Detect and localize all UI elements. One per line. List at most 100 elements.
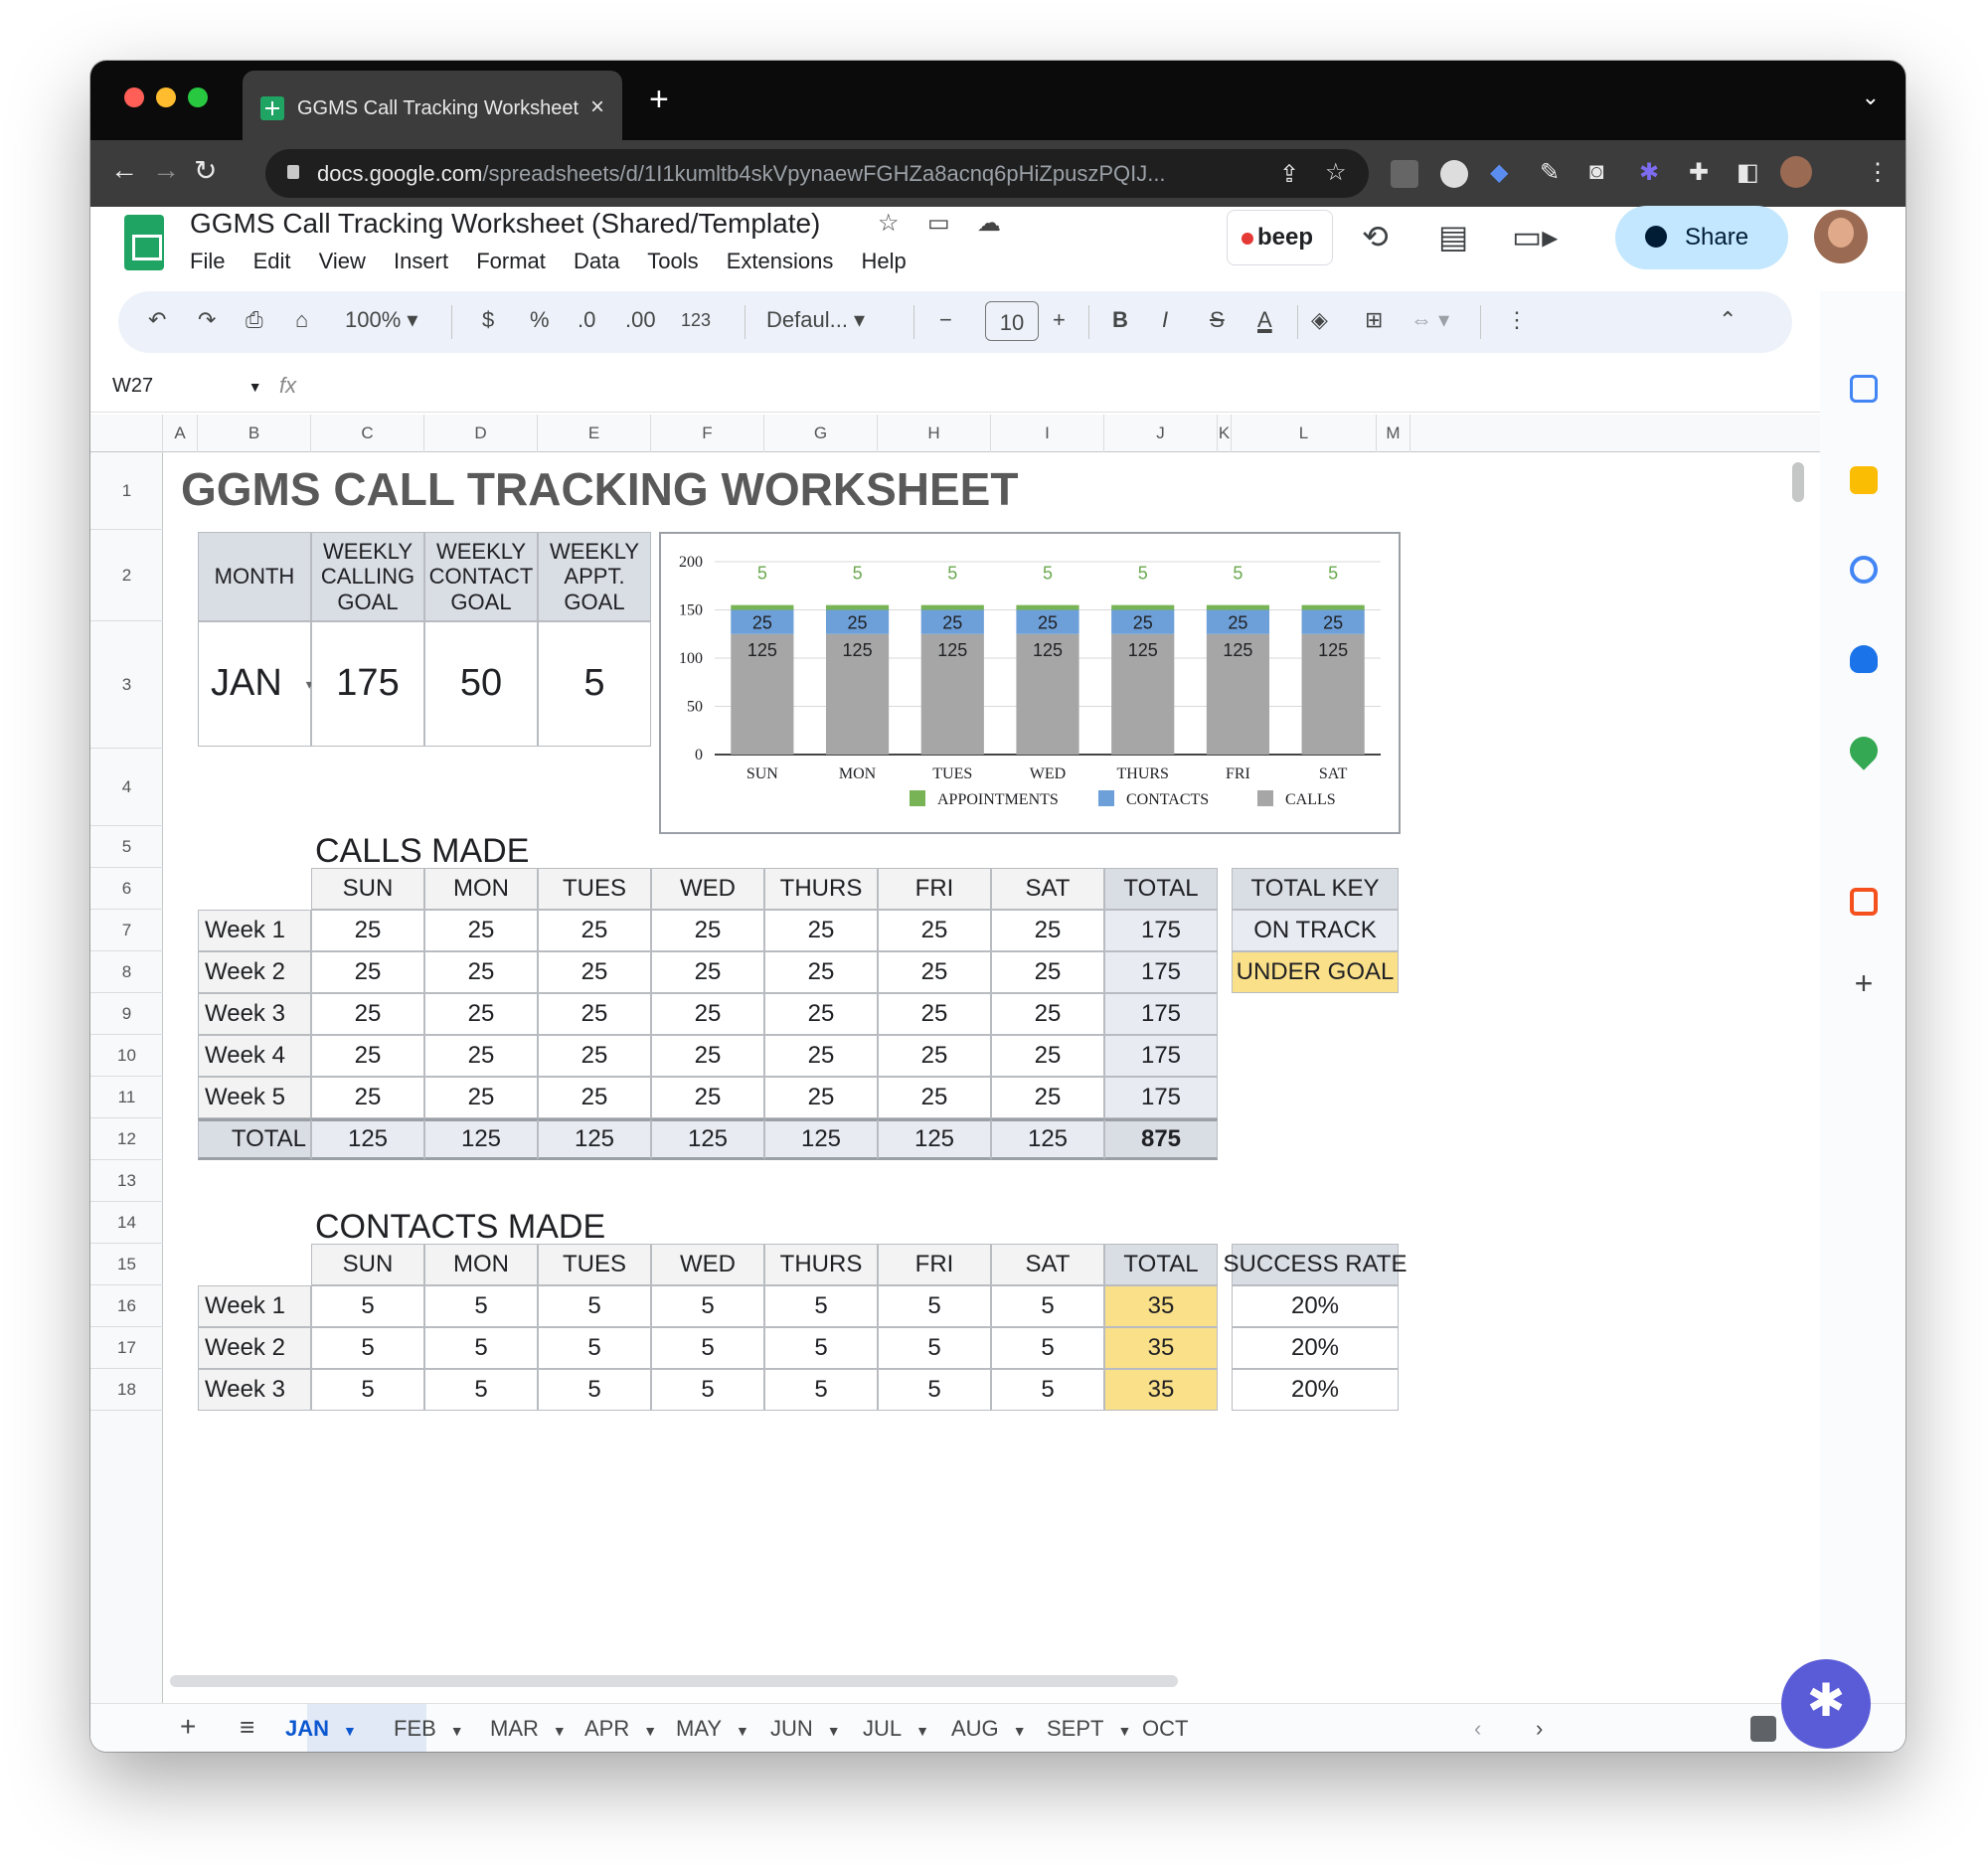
pen-extension-icon[interactable]: ✎ [1540, 159, 1561, 186]
decrease-font-size-button[interactable]: − [939, 307, 952, 332]
beep-button[interactable]: beep [1227, 210, 1333, 265]
add-addon-icon[interactable]: + [1854, 965, 1874, 1001]
row-header-17[interactable]: 17 [90, 1327, 163, 1369]
calls-cell[interactable]: 25 [991, 1077, 1104, 1118]
keep-icon[interactable] [1850, 466, 1878, 494]
row-header-3[interactable]: 3 [90, 621, 163, 749]
version-history-icon[interactable]: ⟲ [1362, 219, 1389, 254]
calls-header-wed[interactable]: WED [651, 868, 764, 910]
calls-header-mon[interactable]: MON [424, 868, 538, 910]
move-folder-icon[interactable]: ▭ [927, 210, 950, 237]
contacts-cell[interactable]: 5 [651, 1327, 764, 1369]
column-header-e[interactable]: E [538, 415, 651, 452]
account-avatar[interactable] [1814, 210, 1868, 263]
calls-day-total[interactable]: 125 [651, 1118, 764, 1160]
increase-decimal-button[interactable]: .00 [625, 307, 656, 332]
row-header-1[interactable]: 1 [90, 452, 163, 530]
bookmark-star-icon[interactable]: ☆ [1325, 159, 1347, 186]
contacts-header-tues[interactable]: TUES [538, 1244, 651, 1285]
goals-header-appt[interactable]: WEEKLY APPT. GOAL [538, 532, 651, 621]
font-family-select[interactable]: Defaul... ▾ [766, 307, 866, 332]
calls-cell[interactable]: 25 [424, 1077, 538, 1118]
calling-goal-value[interactable]: 175 [311, 621, 424, 747]
contacts-week-label[interactable]: Week 3 [198, 1369, 311, 1411]
contacts-cell[interactable]: 5 [538, 1327, 651, 1369]
column-header-g[interactable]: G [764, 415, 878, 452]
contacts-cell[interactable]: 5 [764, 1327, 878, 1369]
calls-cell[interactable]: 25 [424, 951, 538, 993]
sheet-tab-sept[interactable]: SEPT ▼ [1047, 1716, 1131, 1742]
goals-header-calling[interactable]: WEEKLY CALLING GOAL [311, 532, 424, 621]
calls-cell[interactable]: 25 [764, 1077, 878, 1118]
contacts-header-mon[interactable]: MON [424, 1244, 538, 1285]
contacts-cell[interactable]: 5 [991, 1369, 1104, 1411]
contacts-cell[interactable]: 5 [538, 1285, 651, 1327]
row-header-11[interactable]: 11 [90, 1077, 163, 1118]
more-tools-icon[interactable]: ⋮ [1506, 307, 1528, 332]
sheet-tab-feb[interactable]: FEB ▼ [394, 1716, 464, 1742]
contacts-cell[interactable]: 5 [878, 1285, 991, 1327]
success-rate-cell[interactable]: 20% [1232, 1369, 1399, 1411]
column-header-i[interactable]: I [991, 415, 1104, 452]
row-header-13[interactable]: 13 [90, 1160, 163, 1202]
column-header-a[interactable]: A [163, 415, 198, 452]
calls-week-total[interactable]: 175 [1104, 951, 1218, 993]
calls-cell[interactable]: 25 [991, 951, 1104, 993]
back-arrow-icon[interactable]: ← [110, 154, 138, 185]
kebab-menu-icon[interactable]: ⋮ [1866, 159, 1890, 186]
collapse-toolbar-icon[interactable]: ⌃ [1719, 307, 1738, 332]
row-header-9[interactable]: 9 [90, 993, 163, 1035]
calls-cell[interactable]: 25 [538, 1077, 651, 1118]
goals-header-month[interactable]: MONTH [198, 532, 311, 621]
decrease-decimal-button[interactable]: .0 [578, 307, 596, 332]
side-panel-icon[interactable]: ◧ [1737, 159, 1759, 186]
calls-cell[interactable]: 25 [878, 951, 991, 993]
row-header-15[interactable]: 15 [90, 1244, 163, 1285]
menu-data[interactable]: Data [574, 249, 620, 273]
calendar-icon[interactable] [1850, 375, 1878, 403]
profile-avatar[interactable] [1780, 156, 1812, 188]
row-header-6[interactable]: 6 [90, 868, 163, 910]
contacts-header-wed[interactable]: WED [651, 1244, 764, 1285]
borders-icon[interactable]: ⊞ [1365, 307, 1384, 332]
code-extension-icon[interactable] [1391, 160, 1418, 188]
paint-format-icon[interactable]: ⌂ [295, 307, 309, 332]
menu-format[interactable]: Format [476, 249, 546, 273]
contacts-header-total[interactable]: TOTAL [1104, 1244, 1218, 1285]
calls-grand-total[interactable]: 875 [1104, 1118, 1218, 1160]
menu-file[interactable]: File [190, 249, 226, 273]
calls-cell[interactable]: 25 [764, 1035, 878, 1077]
contacts-cell[interactable]: 5 [878, 1327, 991, 1369]
sheet-tab-apr[interactable]: APR ▼ [584, 1716, 657, 1742]
calls-cell[interactable]: 25 [538, 1035, 651, 1077]
column-header-b[interactable]: B [198, 415, 311, 452]
calls-week-label[interactable]: Week 5 [198, 1077, 311, 1118]
calls-week-label[interactable]: Week 3 [198, 993, 311, 1035]
calls-cell[interactable]: 25 [538, 951, 651, 993]
calls-header-tues[interactable]: TUES [538, 868, 651, 910]
asterisk-extension-icon[interactable]: ✱ [1639, 159, 1660, 186]
vertical-scrollbar[interactable] [1792, 462, 1804, 502]
calls-day-total[interactable]: 125 [311, 1118, 424, 1160]
merge-cells-icon[interactable]: ⇔ ▾ [1410, 307, 1450, 332]
menu-help[interactable]: Help [861, 249, 907, 273]
column-header-f[interactable]: F [651, 415, 764, 452]
calls-day-total[interactable]: 125 [991, 1118, 1104, 1160]
month-dropdown[interactable]: JAN ▾ [198, 621, 313, 747]
calls-header-thurs[interactable]: THURS [764, 868, 878, 910]
tasks-icon[interactable] [1850, 556, 1878, 584]
percent-format-button[interactable]: % [530, 307, 550, 332]
row-header-14[interactable]: 14 [90, 1202, 163, 1244]
calls-day-total[interactable]: 125 [764, 1118, 878, 1160]
zoom-select[interactable]: 100% ▾ [345, 307, 418, 332]
maps-icon[interactable] [1844, 731, 1884, 770]
success-rate-header[interactable]: SUCCESS RATE [1224, 1244, 1407, 1285]
contacts-cell[interactable]: 5 [311, 1285, 424, 1327]
calls-cell[interactable]: 25 [651, 1077, 764, 1118]
calls-cell[interactable]: 25 [311, 1035, 424, 1077]
row-header-7[interactable]: 7 [90, 910, 163, 951]
browser-tab[interactable]: GGMS Call Tracking Worksheet × [243, 71, 622, 140]
calls-cell[interactable]: 25 [424, 993, 538, 1035]
row-header-8[interactable]: 8 [90, 951, 163, 993]
puzzle-icon[interactable]: ✚ [1689, 159, 1710, 186]
